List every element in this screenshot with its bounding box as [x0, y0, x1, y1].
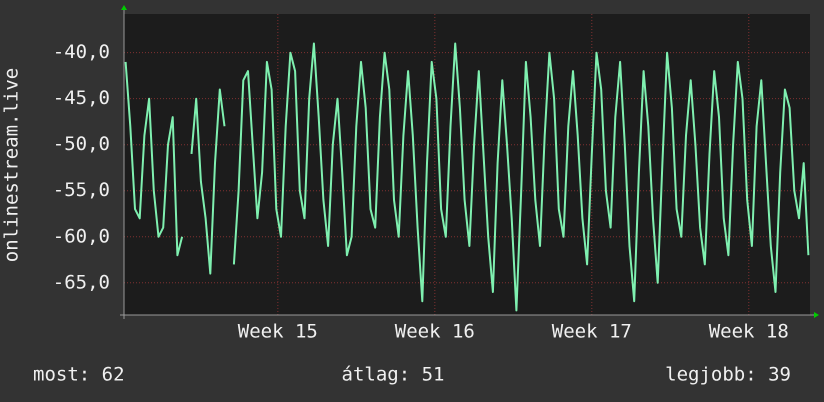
y-tick-label: -60,0 — [53, 225, 110, 247]
x-tick-label: Week 17 — [552, 321, 632, 343]
y-tick-label: -40,0 — [53, 41, 110, 63]
series-line — [124, 42, 810, 312]
axis-arrow — [121, 5, 127, 10]
y-tick-label: -45,0 — [53, 87, 110, 109]
x-tick-label: Week 15 — [238, 321, 318, 343]
x-tick-label: Week 18 — [709, 321, 789, 343]
y-tick-label: -50,0 — [53, 133, 110, 155]
plot-area — [124, 14, 810, 315]
axis-arrow — [814, 312, 819, 318]
y-axis-label: onlinestream.live — [1, 68, 23, 262]
x-tick-label: Week 16 — [395, 321, 475, 343]
y-tick-label: -65,0 — [53, 271, 110, 293]
footer-best: legjobb: 39 — [665, 364, 791, 386]
footer-average: átlag: 51 — [342, 364, 445, 386]
footer-current: most: 62 — [33, 364, 125, 386]
y-tick-label: -55,0 — [53, 179, 110, 201]
